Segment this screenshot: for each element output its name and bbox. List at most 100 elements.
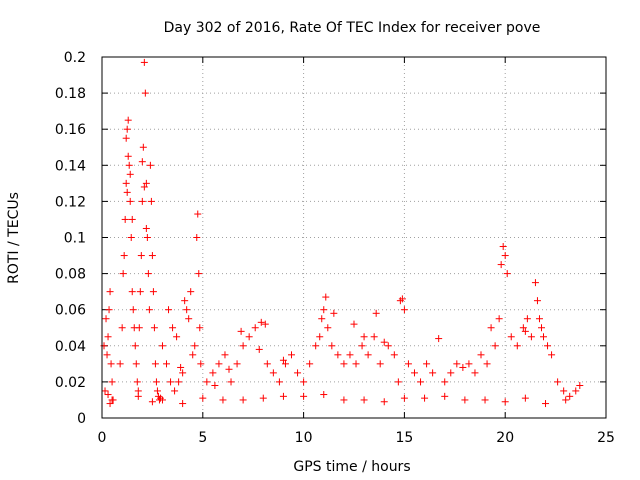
scatter-point — [507, 333, 515, 341]
scatter-point — [225, 365, 233, 373]
scatter-point — [316, 333, 324, 341]
scatter-point — [360, 396, 368, 404]
scatter-point — [477, 351, 485, 359]
scatter-point — [566, 392, 574, 400]
scatter-point — [158, 342, 166, 350]
scatter-point — [195, 270, 203, 278]
scatter-point — [487, 324, 495, 332]
grid-lines — [102, 57, 606, 418]
scatter-point — [133, 378, 141, 386]
scatter-point — [300, 378, 308, 386]
scatter-point — [148, 252, 156, 260]
scatter-point — [429, 369, 437, 377]
scatter-point — [189, 351, 197, 359]
scatter-point — [312, 342, 320, 350]
scatter-point — [461, 396, 469, 404]
scatter-point — [152, 378, 160, 386]
scatter-point — [124, 152, 132, 160]
scatter-point — [108, 378, 116, 386]
scatter-point — [141, 89, 149, 97]
scatter-point — [404, 360, 412, 368]
scatter-point — [300, 392, 308, 400]
scatter-point — [294, 369, 302, 377]
scatter-point — [151, 360, 159, 368]
scatter-point — [269, 369, 277, 377]
scatter-point — [173, 333, 181, 341]
scatter-point — [306, 360, 314, 368]
scatter-point — [191, 342, 199, 350]
y-tick-label: 0.02 — [55, 375, 86, 391]
plot-border — [101, 56, 607, 419]
scatter-point — [527, 333, 535, 341]
x-tick-labels: 0 5 10 15 20 25 — [98, 430, 615, 446]
scatter-point — [140, 183, 148, 191]
scatter-point — [501, 252, 509, 260]
scatter-point — [380, 398, 388, 406]
scatter-point — [281, 360, 289, 368]
y-tick-label: 0.2 — [64, 50, 86, 66]
scatter-point — [320, 306, 328, 314]
scatter-point — [122, 179, 130, 187]
scatter-point — [544, 342, 552, 350]
scatter-point — [423, 360, 431, 368]
scatter-point — [183, 306, 191, 314]
scatter-point — [340, 360, 348, 368]
scatter-point — [370, 333, 378, 341]
scatter-point — [237, 327, 245, 335]
scatter-point — [131, 342, 139, 350]
scatter-point — [137, 252, 145, 260]
scatter-point — [380, 338, 388, 346]
scatter-point — [275, 378, 283, 386]
scatter-point — [104, 391, 112, 399]
y-tick-label: 0.16 — [55, 122, 86, 138]
scatter-point — [330, 309, 338, 317]
scatter-point — [102, 315, 110, 323]
scatter-point — [576, 382, 584, 390]
scatter-point — [233, 360, 241, 368]
scatter-point — [410, 369, 418, 377]
scatter-point — [149, 288, 157, 296]
scatter-point — [108, 396, 116, 404]
x-tick-label: 20 — [496, 430, 514, 446]
scatter-point — [453, 360, 461, 368]
scatter-point — [124, 116, 132, 124]
scatter-point — [334, 351, 342, 359]
scatter-point — [358, 342, 366, 350]
scatter-point — [128, 215, 136, 223]
scatter-point — [322, 293, 330, 301]
scatter-point — [121, 215, 129, 223]
scatter-point — [147, 197, 155, 205]
scatter-point — [481, 396, 489, 404]
scatter-point — [421, 394, 429, 402]
scatter-point — [562, 396, 570, 404]
scatter-point — [239, 396, 247, 404]
scatter-point — [125, 161, 133, 169]
scatter-point — [560, 387, 568, 395]
x-axis-label: GPS time / hours — [293, 459, 410, 475]
scatter-point — [548, 351, 556, 359]
scatter-point — [165, 306, 173, 314]
scatter-point — [394, 378, 402, 386]
scatter-point — [535, 315, 543, 323]
scatter-point — [255, 345, 263, 353]
scatter-point — [139, 143, 147, 151]
scatter-point — [400, 306, 408, 314]
scatter-point — [376, 360, 384, 368]
scatter-point — [447, 369, 455, 377]
scatter-point — [118, 324, 126, 332]
scatter-point — [193, 234, 201, 241]
scatter-point — [145, 306, 153, 314]
scatter-point — [471, 369, 479, 377]
y-tick-label: 0 — [77, 411, 86, 427]
scatter-point — [187, 288, 195, 296]
scatter-point — [251, 324, 259, 332]
scatter-point — [120, 252, 128, 260]
scatter-point — [123, 188, 131, 196]
scatter-point — [398, 295, 406, 303]
scatter-point — [144, 270, 152, 278]
scatter-point — [219, 396, 227, 404]
scatter-point — [239, 342, 247, 350]
scatter-point — [364, 351, 372, 359]
scatter-point — [318, 315, 326, 323]
scatter-point — [257, 318, 265, 326]
